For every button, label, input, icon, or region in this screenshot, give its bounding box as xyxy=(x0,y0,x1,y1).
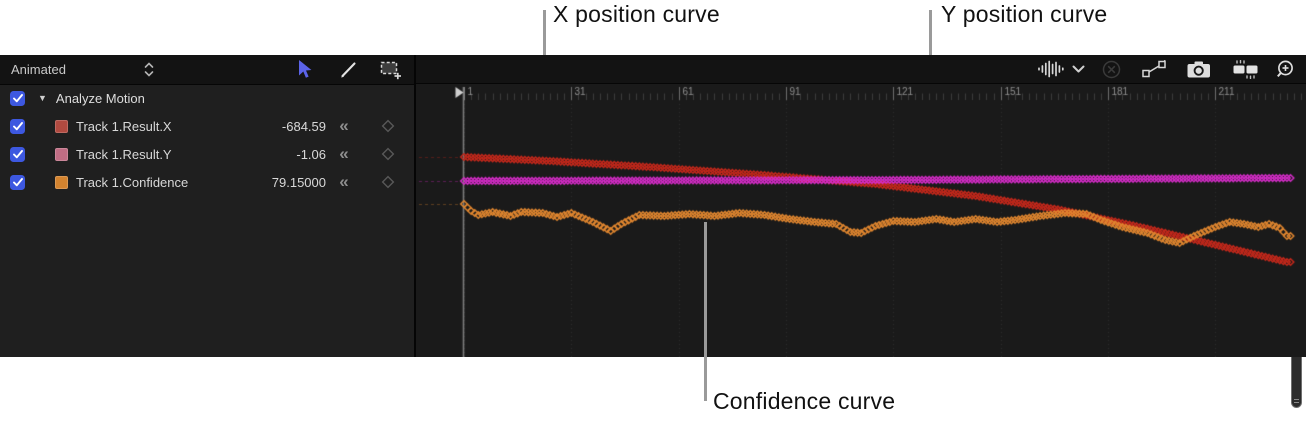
row-checkbox[interactable] xyxy=(10,118,25,134)
curve-color-swatch xyxy=(55,175,68,189)
parameter-value[interactable]: -684.59 xyxy=(281,118,326,134)
confidence-callout-line xyxy=(704,222,707,401)
add-keyframe-diamond-icon[interactable] xyxy=(362,147,414,161)
add-keyframe-diamond-icon[interactable] xyxy=(362,119,414,133)
marquee-add-icon[interactable] xyxy=(380,60,402,80)
up-down-chevrons-icon[interactable] xyxy=(144,61,154,78)
add-keyframe-diamond-icon[interactable] xyxy=(362,175,414,189)
pencil-icon[interactable] xyxy=(337,60,359,80)
y-curve-callout-label: Y position curve xyxy=(941,1,1108,27)
snapshot-camera-icon[interactable] xyxy=(1187,58,1211,80)
curve-set-popup[interactable]: Animated xyxy=(11,62,66,77)
fit-curve-icon[interactable] xyxy=(1142,58,1166,80)
previous-keyframe-icon[interactable]: « xyxy=(339,116,349,135)
group-row-analyze-motion[interactable]: ▼ Analyze Motion xyxy=(0,84,414,112)
table-row-track-result-y[interactable]: Track 1.Result.Y -1.06 « xyxy=(0,140,414,168)
x-curve-callout-label: X position curve xyxy=(553,1,720,27)
row-checkbox[interactable] xyxy=(10,146,25,162)
select-arrow-icon[interactable] xyxy=(294,60,316,80)
curve-color-swatch xyxy=(55,147,68,161)
parameter-name: Track 1.Result.Y xyxy=(76,146,172,162)
parameter-value[interactable]: -1.06 xyxy=(296,146,326,162)
parameter-list-header: Animated xyxy=(0,55,414,85)
parameter-value[interactable]: 79.15000 xyxy=(271,174,326,190)
table-row-track-result-x[interactable]: Track 1.Result.X -684.59 « xyxy=(0,112,414,140)
group-label: Analyze Motion xyxy=(55,90,145,106)
previous-keyframe-icon[interactable]: « xyxy=(339,172,349,191)
disclosure-triangle-icon[interactable]: ▼ xyxy=(38,93,47,103)
chevron-down-icon[interactable] xyxy=(1072,58,1085,80)
zoom-in-icon[interactable] xyxy=(1275,58,1294,80)
parameter-name: Track 1.Result.X xyxy=(76,118,172,134)
row-checkbox[interactable] xyxy=(10,174,25,190)
clear-curve-icon xyxy=(1102,58,1121,80)
show-clips-icon[interactable] xyxy=(1232,58,1259,80)
keyframe-editor-canvas[interactable] xyxy=(416,84,1306,357)
curve-color-swatch xyxy=(55,119,68,133)
graph-toolbar xyxy=(414,55,1306,84)
previous-keyframe-icon[interactable]: « xyxy=(339,144,349,163)
group-checkbox[interactable] xyxy=(10,90,25,106)
confidence-callout-label: Confidence curve xyxy=(713,388,896,414)
parameter-name: Track 1.Confidence xyxy=(76,174,189,190)
table-row-track-confidence[interactable]: Track 1.Confidence 79.15000 « xyxy=(0,168,414,196)
audio-waveform-icon[interactable] xyxy=(1037,58,1065,80)
parameter-list-pane: Animated xyxy=(0,55,414,357)
